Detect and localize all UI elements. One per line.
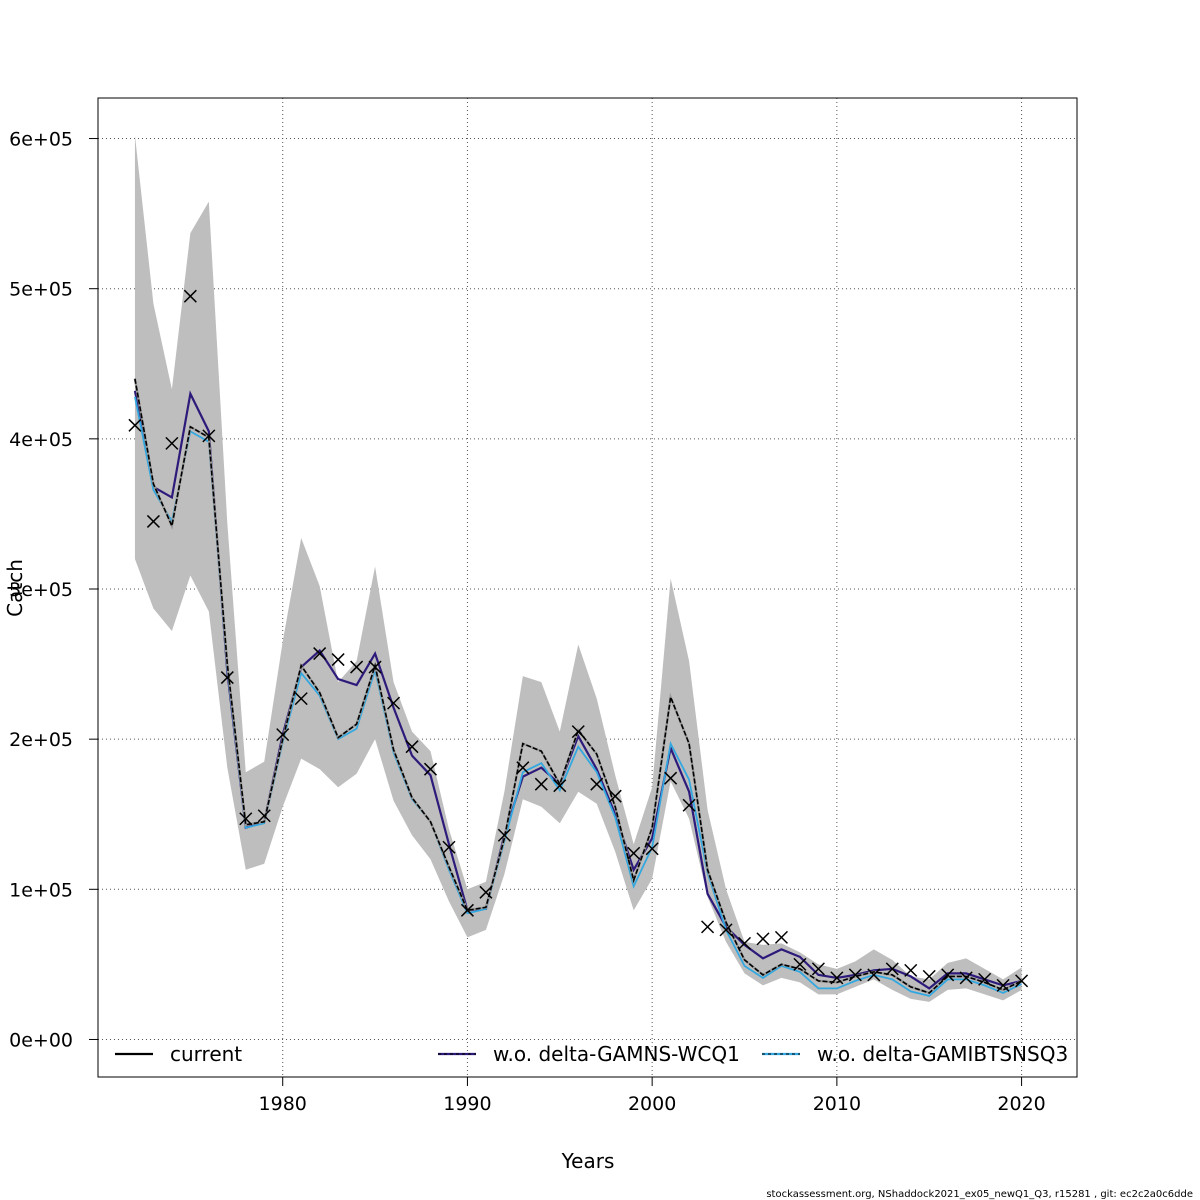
legend-item-wo-gamibtsnsq3: w.o. delta-GAMIBTSNSQ3 xyxy=(762,1042,1068,1066)
observed-point xyxy=(294,692,308,706)
observed-point xyxy=(830,971,844,985)
x-tick-label: 2020 xyxy=(997,1093,1045,1115)
observed-point xyxy=(719,923,733,937)
observed-point xyxy=(737,936,752,950)
legend-label: w.o. delta-GAMIBTSNSQ3 xyxy=(817,1042,1068,1066)
observed-point xyxy=(368,660,382,674)
y-tick-label: 4e+05 xyxy=(9,429,73,451)
observed-point xyxy=(959,971,973,985)
legend-label: w.o. delta-GAMNS-WCQ1 xyxy=(493,1042,740,1066)
x-axis-label: Years xyxy=(561,1149,615,1173)
observed-point xyxy=(978,972,992,986)
observed-point xyxy=(553,779,567,793)
observed-point xyxy=(183,289,197,303)
observed-point xyxy=(479,885,493,899)
observed-point xyxy=(664,771,678,785)
observed-point xyxy=(941,968,955,982)
footer-note: stockassessment.org, NShaddock2021_ex05_… xyxy=(766,1189,1193,1200)
y-tick-label: 6e+05 xyxy=(9,129,73,151)
observed-point xyxy=(460,903,474,917)
observed-point xyxy=(996,978,1010,992)
observed-point xyxy=(793,957,807,971)
observed-point xyxy=(497,828,511,842)
observed-point xyxy=(756,932,770,946)
observed-point xyxy=(331,653,345,667)
observed-point xyxy=(1015,974,1029,988)
observed-point xyxy=(350,660,364,674)
x-tick-label: 1980 xyxy=(259,1093,307,1115)
observed-point xyxy=(239,812,253,826)
observed-point xyxy=(922,969,936,983)
observed-point xyxy=(590,777,604,791)
observed-point xyxy=(811,962,825,976)
observed-point xyxy=(774,930,788,944)
observed-point xyxy=(682,798,696,812)
observed-point xyxy=(571,725,585,739)
y-axis: 0e+00 1e+05 2e+05 3e+05 4e+05 5e+05 6e+05 xyxy=(9,129,98,1051)
observed-point xyxy=(220,671,234,685)
observed-point xyxy=(442,840,456,854)
observed-point xyxy=(608,789,622,803)
confidence-band-area xyxy=(134,135,1022,1002)
observed-point xyxy=(257,809,271,823)
x-axis: 1980 1990 2000 2010 2020 xyxy=(259,1077,1046,1115)
observed-point xyxy=(405,740,419,754)
observed-point xyxy=(516,761,530,775)
observed-point xyxy=(202,429,216,443)
observed-point xyxy=(848,968,862,982)
legend-item-current: current xyxy=(115,1042,242,1066)
observed-point xyxy=(904,963,918,977)
grid xyxy=(98,98,1077,1077)
observed-point xyxy=(423,762,438,776)
legend: current w.o. delta-GAMNS-WCQ1 w.o. delta-G… xyxy=(115,1042,1068,1066)
observed-point xyxy=(313,647,327,661)
legend-label: current xyxy=(170,1042,242,1066)
observed-point xyxy=(128,418,142,432)
observed-point xyxy=(387,696,401,710)
plot-frame xyxy=(97,97,1078,1078)
observed-point xyxy=(645,842,659,856)
confidence-band xyxy=(134,135,1022,1002)
y-tick-label: 0e+00 xyxy=(9,1029,73,1051)
observed-point xyxy=(701,920,715,934)
observed-point xyxy=(885,962,899,976)
observed-point xyxy=(165,436,179,450)
observed-point xyxy=(627,846,641,860)
legend-item-wo-gamns-wcq1: w.o. delta-GAMNS-WCQ1 xyxy=(438,1042,740,1066)
y-tick-label: 1e+05 xyxy=(9,879,73,901)
y-tick-label: 3e+05 xyxy=(9,579,73,601)
x-tick-label: 2000 xyxy=(628,1093,676,1115)
observed-point xyxy=(534,777,548,791)
observed-point xyxy=(276,728,290,742)
observed-points xyxy=(128,289,1029,992)
x-tick-label: 1990 xyxy=(443,1093,491,1115)
observed-point xyxy=(146,514,160,528)
x-tick-label: 2010 xyxy=(813,1093,861,1115)
y-axis-label: Catch xyxy=(3,559,27,617)
series-line-current xyxy=(134,378,1022,994)
observed-point xyxy=(867,968,881,982)
y-tick-label: 2e+05 xyxy=(9,729,73,751)
y-tick-label: 5e+05 xyxy=(9,279,73,301)
